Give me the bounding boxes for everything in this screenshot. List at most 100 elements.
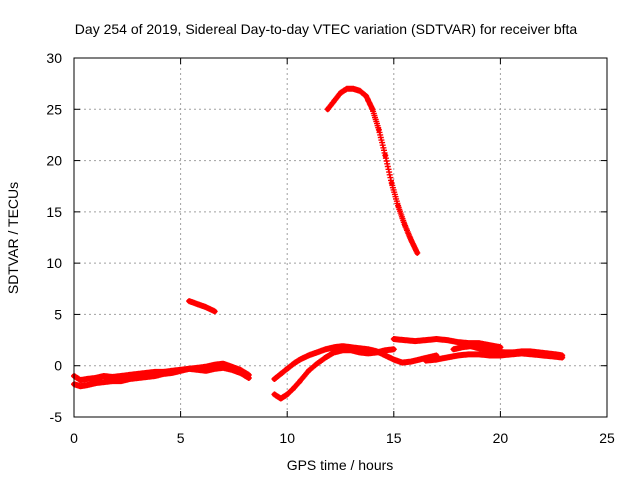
data-point — [444, 337, 450, 343]
series-satellite-g — [390, 336, 504, 351]
data-point — [357, 349, 363, 355]
data-point — [337, 90, 344, 96]
x-tick-label: 5 — [177, 430, 185, 446]
data-point — [271, 391, 278, 398]
data-point — [212, 362, 218, 368]
data-point — [476, 351, 482, 358]
data-point — [350, 86, 356, 92]
data-point — [553, 351, 559, 358]
y-tick-label: 5 — [54, 306, 62, 322]
data-point — [297, 378, 303, 384]
data-point — [391, 356, 397, 363]
data-point — [101, 373, 107, 379]
data-point — [160, 371, 167, 377]
data-point — [229, 364, 235, 370]
data-point — [118, 378, 124, 384]
y-axis-label: SDTVAR / TECUs — [5, 182, 21, 294]
series-satellite-c — [186, 298, 218, 315]
data-point — [314, 349, 320, 355]
x-tick-label: 0 — [70, 430, 78, 446]
data-point — [401, 221, 408, 227]
x-tick-label: 15 — [386, 430, 402, 446]
data-point — [493, 348, 499, 354]
data-point — [476, 340, 482, 346]
data-point — [143, 374, 150, 380]
series-satellite-i — [450, 343, 566, 359]
data-point — [365, 350, 371, 357]
data-point — [544, 350, 550, 357]
data-point — [109, 378, 115, 384]
data-point — [455, 352, 461, 359]
data-point — [519, 348, 525, 354]
grid — [74, 58, 607, 417]
data-point — [363, 93, 369, 99]
y-tick-label: 0 — [54, 358, 62, 374]
data-point — [331, 344, 337, 350]
data-point — [450, 346, 457, 352]
x-axis-label: GPS time / hours — [287, 457, 394, 473]
y-tick-label: 10 — [46, 255, 62, 271]
data-point — [423, 337, 429, 343]
data-point — [389, 180, 395, 186]
data-point — [84, 382, 90, 388]
data-point — [203, 304, 209, 310]
data-point — [101, 379, 107, 385]
data-point — [290, 385, 297, 391]
data-point — [305, 352, 312, 359]
data-point — [423, 357, 429, 364]
data-point — [278, 395, 284, 402]
data-point — [485, 347, 491, 353]
y-tick-label: -5 — [50, 409, 63, 425]
data-point — [395, 203, 401, 209]
data-point — [314, 361, 320, 367]
data-point — [178, 368, 184, 374]
x-tick-label: 10 — [279, 430, 295, 446]
data-point — [169, 370, 175, 376]
chart-title: Day 254 of 2019, Sidereal Day-to-day VTE… — [75, 21, 578, 37]
data-point — [186, 366, 192, 372]
data-point — [186, 298, 192, 304]
data-point — [369, 106, 376, 112]
data-point — [290, 361, 297, 367]
data-point — [331, 349, 337, 355]
y-tick-label: 30 — [46, 50, 62, 66]
data-point — [246, 372, 252, 378]
ticks: 0 5 10 15 20 25 -5 0 5 10 15 20 25 30 — [46, 50, 615, 446]
data-point — [220, 361, 226, 367]
data-point — [433, 336, 440, 342]
data-point — [412, 338, 418, 344]
data-point — [374, 349, 380, 355]
data-point — [195, 301, 201, 307]
data-point — [348, 347, 354, 353]
data-point — [92, 375, 98, 381]
data-point — [340, 347, 346, 353]
data-point — [382, 152, 388, 159]
data-point — [408, 359, 414, 365]
data-point — [297, 356, 303, 363]
data-point — [212, 308, 218, 314]
data-point — [487, 342, 493, 348]
data-point — [77, 383, 83, 389]
data-point — [152, 373, 158, 379]
data-series — [71, 85, 566, 402]
data-point — [344, 86, 350, 92]
data-point — [203, 364, 209, 370]
x-tick-label: 20 — [493, 430, 509, 446]
data-point — [399, 360, 405, 366]
data-point — [487, 352, 493, 359]
data-point — [325, 106, 331, 112]
data-point — [237, 367, 243, 373]
plot-frame — [73, 57, 608, 418]
data-point — [126, 376, 133, 382]
data-point — [135, 375, 141, 381]
x-tick-label: 25 — [599, 430, 615, 446]
data-point — [444, 354, 450, 361]
data-point — [322, 346, 329, 352]
data-point — [527, 348, 533, 354]
series-satellite-e — [271, 346, 397, 402]
data-point — [433, 356, 440, 363]
data-point — [401, 337, 408, 343]
data-point — [305, 368, 312, 374]
data-point — [455, 339, 461, 345]
